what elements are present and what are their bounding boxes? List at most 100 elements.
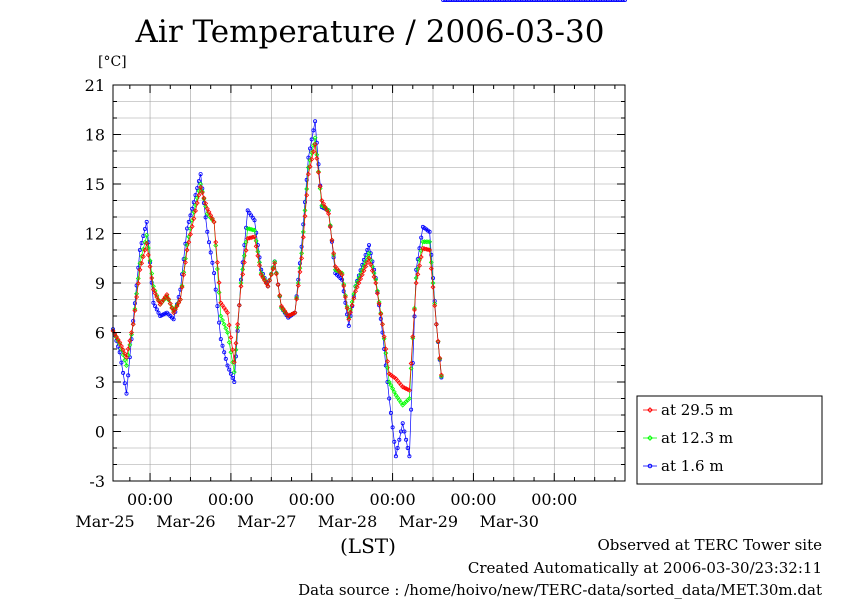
data-point xyxy=(457,0,462,2)
data-point xyxy=(418,254,424,260)
legend-marker xyxy=(647,463,653,469)
series-layer xyxy=(110,0,627,459)
data-point xyxy=(309,137,314,142)
legend-label: at 29.5 m xyxy=(661,401,733,419)
data-point xyxy=(226,339,232,345)
data-point xyxy=(299,244,304,249)
data-point xyxy=(363,264,369,269)
data-point xyxy=(225,310,230,316)
data-point xyxy=(363,252,368,257)
x-tick-time-label: 00:00 xyxy=(370,490,416,509)
data-point xyxy=(390,425,395,430)
data-point xyxy=(182,259,188,265)
legend-box xyxy=(636,395,823,485)
data-point xyxy=(428,259,434,265)
data-point xyxy=(597,0,602,2)
data-point xyxy=(452,0,457,2)
data-point xyxy=(533,0,538,2)
data-point xyxy=(594,0,599,2)
data-point xyxy=(419,235,424,240)
data-point xyxy=(343,300,348,305)
data-point xyxy=(521,0,526,2)
data-point xyxy=(564,0,569,2)
data-point xyxy=(147,258,153,264)
data-point xyxy=(135,280,141,286)
data-point xyxy=(220,343,225,348)
y-tick-label: 9 xyxy=(95,274,105,293)
data-point xyxy=(567,0,572,2)
data-point xyxy=(147,264,153,269)
data-point xyxy=(205,229,210,234)
data-point xyxy=(385,358,390,364)
data-point xyxy=(164,292,170,298)
data-point xyxy=(184,247,190,253)
data-point xyxy=(212,271,217,276)
data-point xyxy=(304,186,310,192)
data-point xyxy=(151,300,156,305)
data-point xyxy=(216,290,222,295)
data-point xyxy=(198,184,204,190)
data-point xyxy=(117,350,122,355)
data-point xyxy=(327,224,333,230)
data-point xyxy=(213,287,218,292)
data-point xyxy=(228,371,233,376)
data-point xyxy=(599,0,604,2)
data-point xyxy=(302,200,307,205)
series-line xyxy=(112,121,442,457)
data-point xyxy=(174,303,180,309)
data-point xyxy=(510,0,515,2)
data-point xyxy=(543,0,548,2)
data-point xyxy=(122,357,128,363)
data-point xyxy=(297,261,302,266)
data-point xyxy=(324,207,330,213)
data-point xyxy=(342,294,348,300)
data-point xyxy=(262,278,268,283)
data-point xyxy=(199,190,205,196)
data-point xyxy=(193,208,198,214)
data-point xyxy=(319,198,325,203)
data-point xyxy=(454,0,459,2)
data-point xyxy=(555,0,560,2)
data-point xyxy=(300,234,306,240)
data-point xyxy=(545,0,550,2)
data-point xyxy=(166,296,172,302)
data-point xyxy=(483,0,488,2)
data-point xyxy=(272,260,278,266)
data-point xyxy=(154,294,160,300)
data-point xyxy=(359,272,365,278)
data-point xyxy=(226,322,232,328)
data-point xyxy=(211,219,217,225)
data-point xyxy=(129,330,134,335)
data-point xyxy=(451,0,456,2)
data-point xyxy=(623,0,627,2)
data-point xyxy=(223,356,228,361)
data-point xyxy=(218,313,224,319)
data-point xyxy=(577,0,582,2)
data-point xyxy=(344,305,350,311)
data-point xyxy=(478,0,483,2)
data-point xyxy=(217,320,222,325)
data-point xyxy=(498,0,503,2)
data-point xyxy=(142,226,147,231)
data-point xyxy=(501,0,506,2)
data-point xyxy=(562,0,567,2)
data-point xyxy=(144,232,150,238)
data-point xyxy=(304,177,309,182)
data-point xyxy=(407,454,412,459)
data-point xyxy=(422,239,428,245)
data-point xyxy=(117,339,123,345)
data-point xyxy=(145,252,151,258)
data-point xyxy=(290,311,296,316)
data-point xyxy=(585,0,590,2)
data-point xyxy=(408,365,414,371)
data-point xyxy=(511,0,516,2)
data-point xyxy=(306,155,311,160)
y-tick-label: 12 xyxy=(85,225,105,244)
legend-item-2: at 12.3 m xyxy=(643,429,733,447)
data-point xyxy=(456,0,461,2)
data-point xyxy=(516,0,521,2)
data-point xyxy=(317,184,323,189)
data-point xyxy=(378,316,383,321)
data-point xyxy=(125,346,131,352)
data-point xyxy=(201,195,207,201)
